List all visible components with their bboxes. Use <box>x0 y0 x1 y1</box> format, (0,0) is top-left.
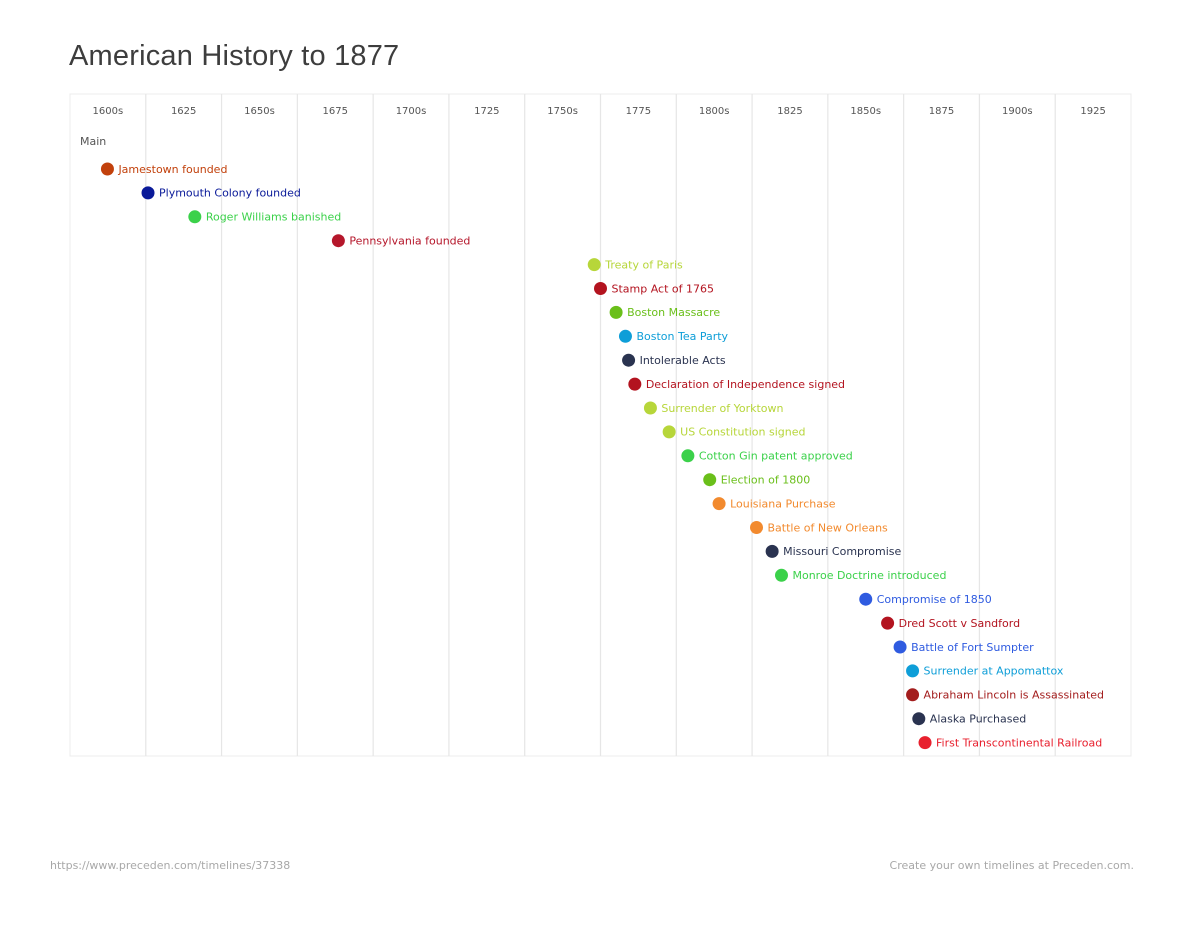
event-label: Plymouth Colony founded <box>159 187 301 200</box>
event-marker <box>662 425 676 439</box>
event-marker <box>906 664 920 678</box>
event-marker <box>587 258 601 272</box>
event-marker <box>765 544 779 558</box>
event-label: Roger Williams banished <box>206 211 341 224</box>
x-tick-label: 1700s <box>396 106 427 117</box>
event-label: Cotton Gin patent approved <box>699 450 853 463</box>
x-tick-label: 1850s <box>850 106 881 117</box>
event-label: Declaration of Independence signed <box>646 378 845 391</box>
event-marker <box>331 234 345 248</box>
event-marker <box>100 162 114 176</box>
event-label: Stamp Act of 1765 <box>612 282 715 295</box>
event-marker <box>881 616 895 630</box>
event-marker <box>681 449 695 463</box>
event-marker <box>859 592 873 606</box>
event-marker <box>712 497 726 511</box>
event-label: Battle of Fort Sumpter <box>911 641 1034 654</box>
event-marker <box>188 210 202 224</box>
event-marker <box>643 401 657 415</box>
x-tick-label: 1800s <box>699 106 730 117</box>
event-label: Compromise of 1850 <box>877 593 992 606</box>
x-tick-label: 1750s <box>547 106 578 117</box>
event-marker <box>912 712 926 726</box>
event-marker <box>618 329 632 343</box>
event-label: Abraham Lincoln is Assassinated <box>924 689 1104 702</box>
event-marker <box>918 736 932 750</box>
page-title: American History to 1877 <box>69 40 400 72</box>
x-tick-label: 1875 <box>929 106 954 117</box>
event-label: Missouri Compromise <box>783 545 901 558</box>
x-tick-label: 1625 <box>171 106 196 117</box>
event-label: Treaty of Paris <box>604 258 683 271</box>
event-label: Boston Tea Party <box>636 330 728 343</box>
event-marker <box>906 688 920 702</box>
x-tick-label: 1925 <box>1080 106 1105 117</box>
event-label: Alaska Purchased <box>930 713 1026 726</box>
event-marker <box>703 473 717 487</box>
event-marker <box>893 640 907 654</box>
event-marker <box>141 186 155 200</box>
event-label: Louisiana Purchase <box>730 497 836 510</box>
event-marker <box>622 353 636 367</box>
event-label: US Constitution signed <box>680 426 805 439</box>
event-marker <box>594 282 607 295</box>
event-marker <box>609 305 623 319</box>
event-label: Dred Scott v Sandford <box>899 617 1020 630</box>
footer-credit[interactable]: Create your own timelines at Preceden.co… <box>889 859 1134 872</box>
x-tick-label: 1825 <box>777 106 802 117</box>
timeline-chart: 1600s 1625 1650s 1675 1700s 1725 1750s 1775 1800… <box>69 93 1132 757</box>
event-label: First Transcontinental Railroad <box>936 736 1102 749</box>
lane-label: Main <box>80 135 106 148</box>
event-label: Surrender at Appomattox <box>924 665 1064 678</box>
x-tick-label: 1900s <box>1002 106 1033 117</box>
x-tick-label: 1675 <box>323 106 348 117</box>
event-label: Election of 1800 <box>721 474 810 487</box>
event-marker <box>628 377 642 391</box>
x-tick-label: 1650s <box>244 106 275 117</box>
event-label: Battle of New Orleans <box>768 521 889 534</box>
event-marker <box>750 521 764 534</box>
event-label: Boston Massacre <box>627 306 720 319</box>
event-label: Jamestown founded <box>117 163 227 176</box>
x-tick-label: 1600s <box>93 106 124 117</box>
footer-url[interactable]: https://www.preceden.com/timelines/37338 <box>50 859 291 872</box>
x-tick-label: 1775 <box>626 106 651 117</box>
event-label: Surrender of Yorktown <box>661 402 783 415</box>
event-label: Intolerable Acts <box>640 354 726 367</box>
x-tick-label: 1725 <box>474 106 499 117</box>
event-label: Pennsylvania founded <box>349 235 470 248</box>
event-label: Monroe Doctrine introduced <box>792 569 946 582</box>
event-marker <box>774 568 788 582</box>
